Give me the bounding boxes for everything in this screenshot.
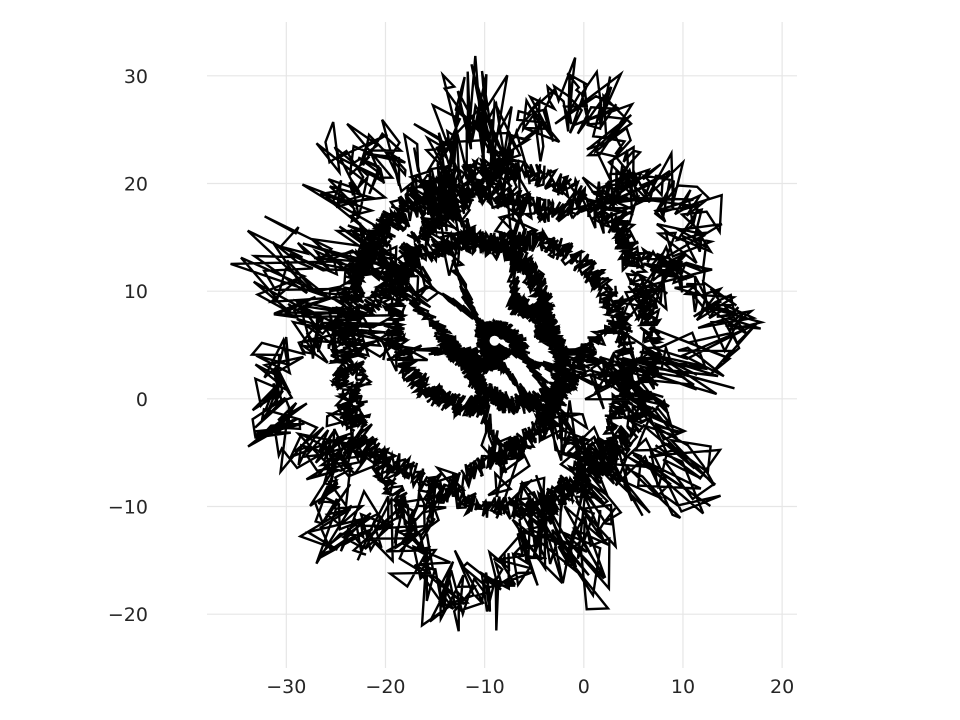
y-tick-label: −10 — [108, 497, 148, 519]
x-tick-label: −20 — [365, 676, 405, 698]
x-tick-label: −30 — [266, 676, 306, 698]
y-axis-ticks: −20 −10 0 10 20 30 — [108, 66, 148, 626]
x-axis-ticks: −30 −20 −10 0 10 20 — [266, 676, 794, 698]
y-tick-label: 20 — [124, 174, 148, 196]
x-tick-label: 20 — [770, 676, 794, 698]
data-trace-line — [230, 55, 767, 632]
x-tick-label: 10 — [671, 676, 695, 698]
center-hole — [489, 335, 500, 346]
y-tick-label: −20 — [108, 604, 148, 626]
y-tick-label: 0 — [136, 389, 148, 411]
y-tick-label: 30 — [124, 66, 148, 88]
x-tick-label: −10 — [465, 676, 505, 698]
data-trace-group — [230, 55, 767, 632]
x-tick-label: 0 — [578, 676, 590, 698]
y-tick-label: 10 — [124, 281, 148, 303]
